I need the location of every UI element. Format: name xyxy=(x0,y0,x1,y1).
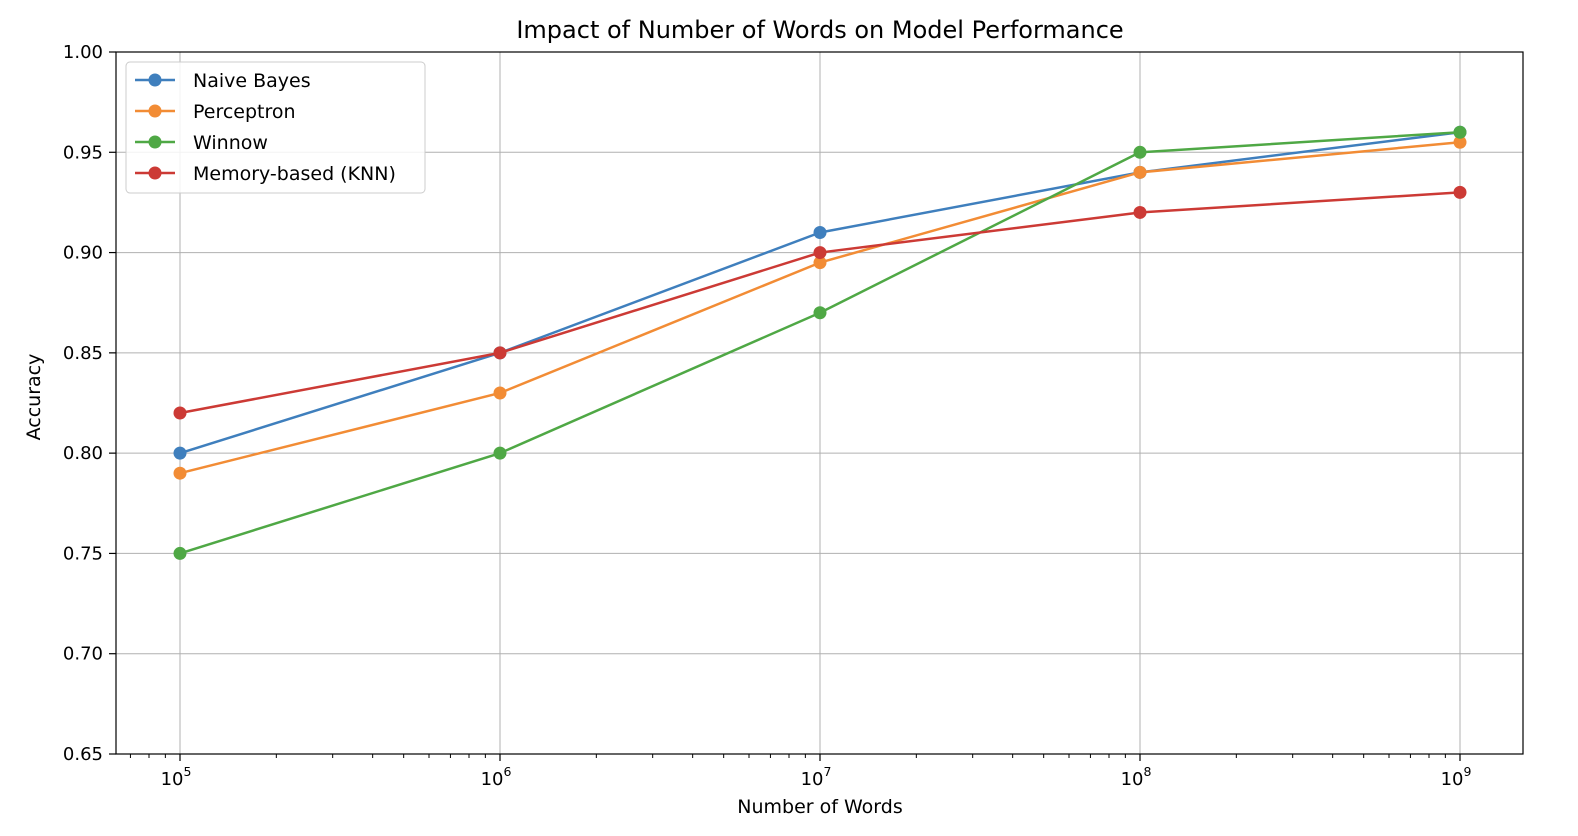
series-3 xyxy=(173,185,1467,420)
y-tick-label: 0.95 xyxy=(63,142,103,163)
y-axis-label: Accuracy xyxy=(23,354,45,441)
chart-title: Impact of Number of Words on Model Perfo… xyxy=(516,16,1123,44)
y-tick-label: 0.90 xyxy=(63,243,103,264)
legend-marker xyxy=(148,73,162,87)
data-point xyxy=(173,466,187,480)
x-tick-label: 109 xyxy=(1441,764,1472,790)
legend-label: Winnow xyxy=(193,132,268,154)
legend-box xyxy=(125,61,426,194)
series-2 xyxy=(173,125,1467,560)
data-point xyxy=(493,446,507,460)
x-tick-label: 106 xyxy=(481,764,512,790)
x-tick-label: 105 xyxy=(161,764,192,790)
data-point xyxy=(1453,185,1467,199)
data-point xyxy=(1453,125,1467,139)
y-tick-label: 0.65 xyxy=(63,744,103,765)
series-lines xyxy=(173,125,1467,560)
y-tick-label: 0.80 xyxy=(63,443,103,464)
legend-label: Naive Bayes xyxy=(193,70,311,92)
legend-label: Perceptron xyxy=(193,101,296,123)
x-tick-label: 108 xyxy=(1121,764,1152,790)
legend-marker xyxy=(148,104,162,118)
legend: Naive Bayes Perceptron Winnow Memory-based … xyxy=(125,61,426,194)
y-tick-label: 0.75 xyxy=(63,543,103,564)
series-1 xyxy=(173,135,1467,480)
data-point xyxy=(173,446,187,460)
data-point xyxy=(493,386,507,400)
y-tick-label: 0.70 xyxy=(63,644,103,665)
data-point xyxy=(173,406,187,420)
legend-marker xyxy=(148,135,162,149)
data-point xyxy=(1453,135,1467,149)
data-point xyxy=(493,346,507,360)
data-point xyxy=(1133,205,1147,219)
data-point xyxy=(1133,145,1147,159)
x-tick-label: 107 xyxy=(801,764,832,790)
data-point xyxy=(813,226,827,240)
x-axis-label: Number of Words xyxy=(737,796,902,818)
y-tick-label: 1.00 xyxy=(63,42,103,63)
legend-label: Memory-based (KNN) xyxy=(193,163,396,185)
data-point xyxy=(173,546,187,560)
data-point xyxy=(813,246,827,260)
axes: 0.65 0.70 0.75 0.80 0.85 0.90 0.95 1.00 105 106 10… xyxy=(63,42,1524,790)
legend-marker xyxy=(148,166,162,180)
data-point xyxy=(1133,165,1147,179)
data-point xyxy=(813,306,827,320)
data-point xyxy=(813,256,827,270)
y-tick-label: 0.85 xyxy=(63,343,103,364)
